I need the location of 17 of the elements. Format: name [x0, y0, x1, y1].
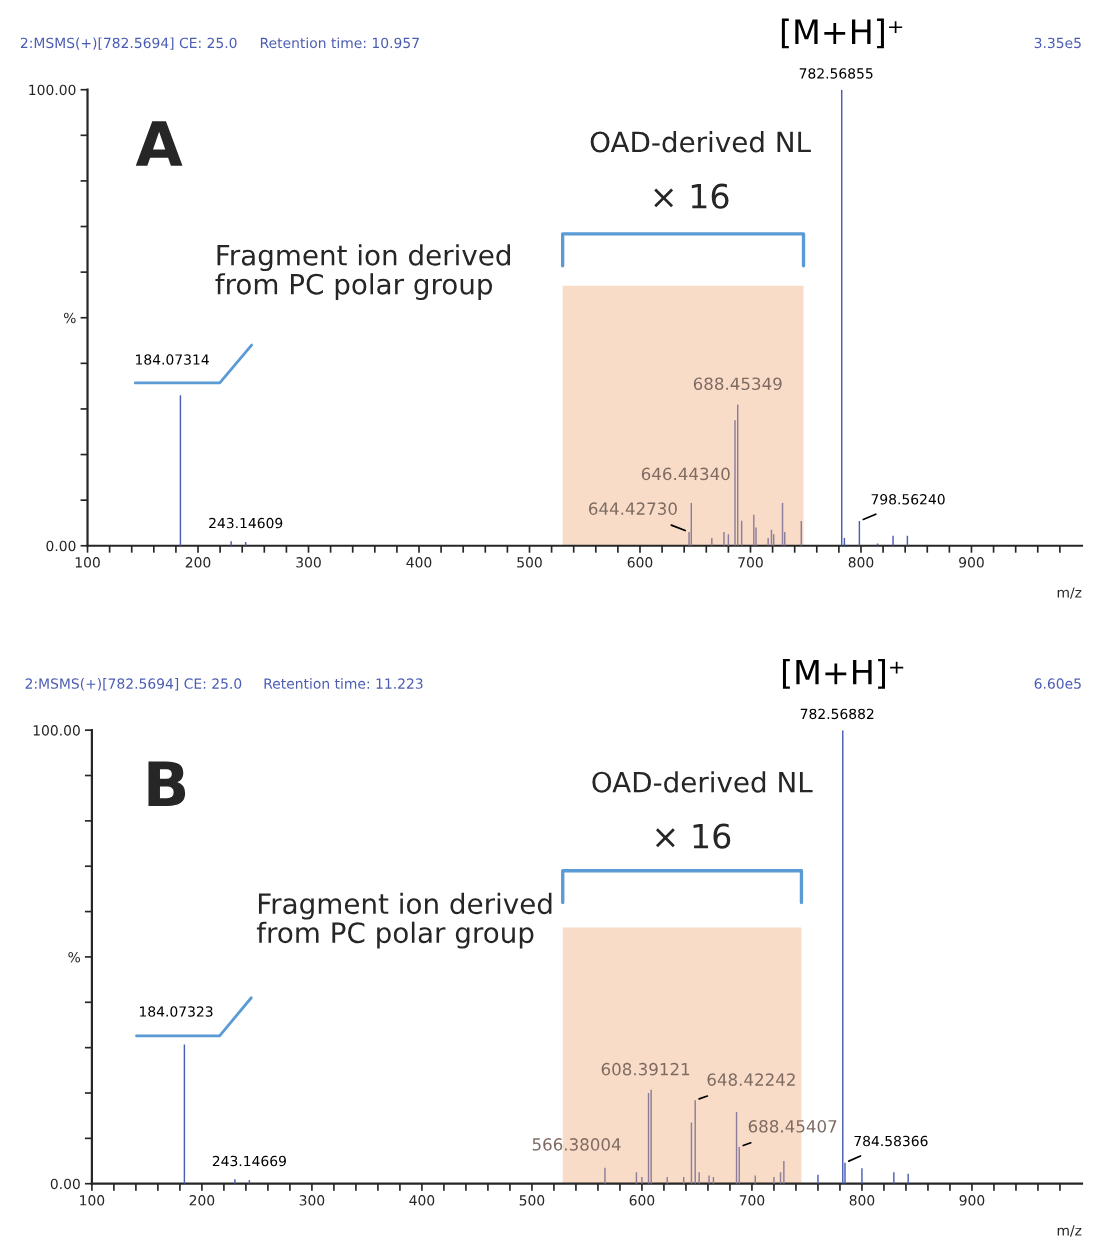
annotation: Fragment ion derived from PC polar group — [256, 892, 552, 949]
annotation: 688.45349 — [693, 377, 782, 391]
annotation: B — [148, 761, 186, 806]
annotation: [M+H]⁺ — [782, 659, 904, 689]
annotation: A — [135, 121, 183, 166]
annotation: OAD-derived NL — [590, 130, 811, 153]
annotation: 566.38004 — [532, 1138, 621, 1151]
annotation: [M+H]⁺ — [781, 18, 903, 49]
annotation: 608.39121 — [601, 1062, 690, 1076]
annotation: 644.42730 — [589, 502, 677, 515]
annotation: OAD-derived NL — [592, 771, 813, 793]
annotation: Fragment ion derived from PC polar group — [215, 244, 510, 301]
annotation: × 16 — [655, 823, 731, 849]
annotation: 648.42242 — [707, 1073, 795, 1086]
annotation: × 16 — [654, 183, 729, 209]
annotation: 688.45407 — [748, 1120, 837, 1133]
annotation: 646.44340 — [641, 467, 730, 481]
